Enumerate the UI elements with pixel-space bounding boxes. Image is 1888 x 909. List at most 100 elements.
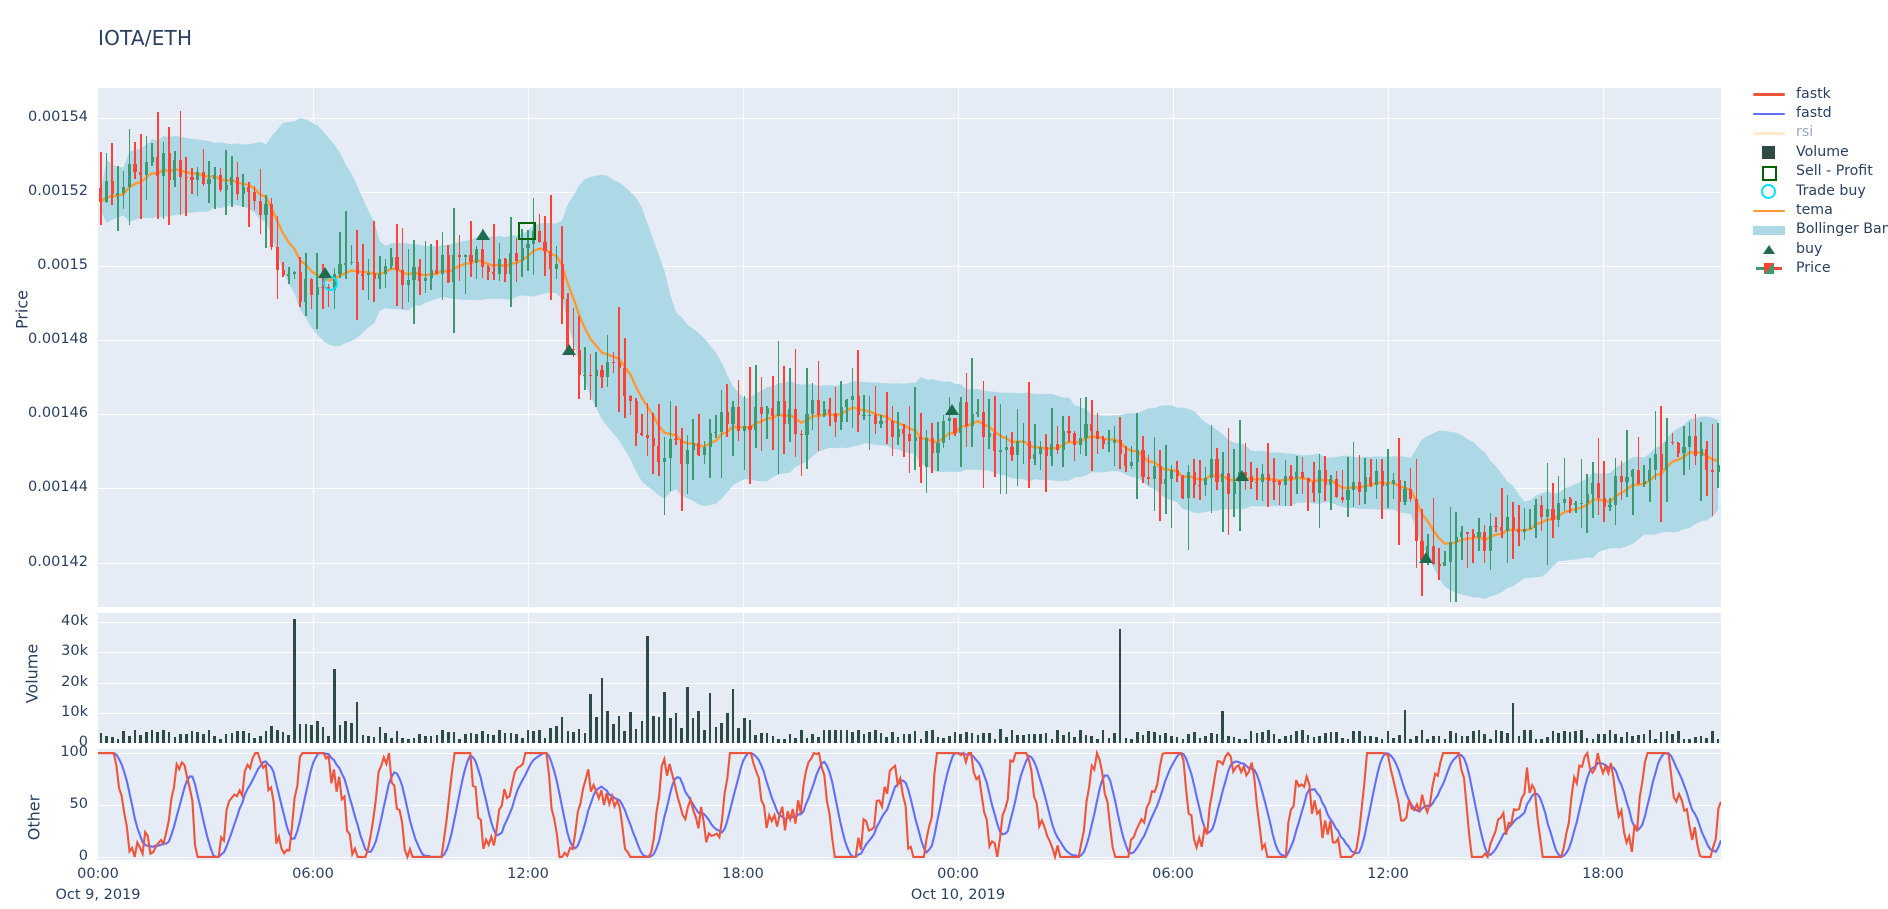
volume-bar xyxy=(1335,732,1338,743)
volume-bar xyxy=(1551,731,1555,743)
candle-body xyxy=(850,395,855,400)
candle-body xyxy=(885,420,889,423)
volume-bar xyxy=(754,735,758,743)
price-subplot[interactable] xyxy=(98,88,1721,607)
legend-label: Trade buy xyxy=(1796,182,1866,199)
volume-bar xyxy=(1511,703,1515,743)
candle-body xyxy=(1249,476,1253,482)
legend-item-trade-buy[interactable]: Trade buy xyxy=(1750,181,1888,200)
volume-bar xyxy=(213,735,217,743)
legend-symbol-line-icon xyxy=(1750,123,1788,142)
y-tick-label: 0.00152 xyxy=(28,182,88,199)
candle-wick xyxy=(538,214,541,243)
legend-item-bollinger-band[interactable]: Bollinger Band xyxy=(1750,220,1888,239)
legend-item-fastk[interactable]: fastk xyxy=(1750,84,1888,103)
candle-body xyxy=(1710,470,1715,472)
legend-item-buy[interactable]: buy xyxy=(1750,239,1888,258)
volume-subplot[interactable] xyxy=(98,613,1721,743)
candle-body xyxy=(1090,424,1094,432)
trade-buy-marker[interactable] xyxy=(323,275,339,291)
candle-body xyxy=(953,418,957,434)
candle-wick xyxy=(1461,526,1463,561)
candle-body xyxy=(1181,475,1185,499)
candle-wick xyxy=(379,255,381,290)
buy-marker[interactable] xyxy=(561,344,576,356)
candle-wick xyxy=(658,403,660,477)
legend-item-sell-profit[interactable]: Sell - Profit xyxy=(1750,162,1888,181)
candle-wick xyxy=(863,394,865,420)
candle-wick xyxy=(663,437,666,516)
volume-bar xyxy=(116,739,120,743)
volume-bar xyxy=(1323,732,1327,743)
candle-body xyxy=(344,263,348,265)
candle-body xyxy=(788,408,792,425)
candle-body xyxy=(401,269,405,286)
candle-body xyxy=(1414,498,1418,541)
volume-bar xyxy=(560,717,564,743)
volume-bar xyxy=(1005,737,1008,743)
buy-marker[interactable] xyxy=(318,266,333,278)
legend-item-volume[interactable]: Volume xyxy=(1750,142,1888,161)
volume-bar xyxy=(543,737,547,743)
volume-bar xyxy=(315,721,319,743)
candle-body xyxy=(384,266,388,275)
candle-body xyxy=(1340,497,1344,501)
volume-bar xyxy=(1227,735,1230,743)
candle-body xyxy=(423,277,427,281)
volume-bar xyxy=(1375,736,1378,743)
candle-body xyxy=(1033,454,1037,460)
candle-body xyxy=(1648,470,1652,481)
candle-body xyxy=(418,266,422,281)
candle-wick xyxy=(1574,501,1577,514)
legend-item-price[interactable]: Price xyxy=(1750,259,1888,278)
volume-bar xyxy=(1301,730,1304,743)
volume-bar xyxy=(1409,738,1412,743)
buy-marker[interactable] xyxy=(1235,470,1250,482)
candle-body xyxy=(1705,449,1709,471)
buy-marker[interactable] xyxy=(1418,551,1433,563)
volume-bar xyxy=(1403,710,1407,743)
volume-bar xyxy=(1415,736,1418,743)
candle-body xyxy=(942,421,946,444)
sell-profit-marker[interactable] xyxy=(518,221,537,240)
volume-bar xyxy=(862,734,866,743)
volume-bar xyxy=(219,739,222,743)
volume-bar xyxy=(1437,736,1441,743)
candle-wick xyxy=(1597,438,1600,515)
x-tick-date: Oct 9, 2019 xyxy=(55,887,141,903)
candle-body xyxy=(1585,493,1589,503)
volume-bar xyxy=(1187,734,1190,743)
volume-bar xyxy=(1158,734,1162,743)
other-subplot[interactable] xyxy=(98,749,1721,860)
legend-item-tema[interactable]: tema xyxy=(1750,200,1888,219)
candle-body xyxy=(1215,459,1219,483)
candle-wick xyxy=(1347,456,1349,518)
candle-body xyxy=(287,274,291,276)
candle-body xyxy=(925,438,929,467)
gridline-vertical xyxy=(958,88,959,607)
candle-body xyxy=(1653,453,1658,471)
gridline-horizontal xyxy=(98,562,1721,564)
candle-body xyxy=(1186,471,1191,499)
legend-item-fastd[interactable]: fastd xyxy=(1750,103,1888,122)
gridline-vertical xyxy=(528,749,529,860)
buy-marker[interactable] xyxy=(475,229,490,241)
volume-bar xyxy=(503,732,507,743)
volume-bar xyxy=(1170,735,1173,743)
volume-bar xyxy=(970,733,974,743)
candle-body xyxy=(708,432,712,447)
legend[interactable]: fastk fastd rsi Volume Sell - Profit Trade bu… xyxy=(1750,84,1888,278)
volume-bar xyxy=(1232,736,1236,743)
candle-body xyxy=(395,256,399,270)
candle-wick xyxy=(977,398,979,417)
candle-wick xyxy=(601,365,603,389)
legend-item-rsi[interactable]: rsi xyxy=(1750,123,1888,142)
candle-body xyxy=(184,176,188,178)
candle-wick xyxy=(1392,473,1395,500)
candle-body xyxy=(668,438,672,458)
buy-marker[interactable] xyxy=(944,403,959,415)
volume-bar xyxy=(1682,738,1686,743)
candle-wick xyxy=(1409,468,1412,502)
volume-bar xyxy=(817,737,820,743)
